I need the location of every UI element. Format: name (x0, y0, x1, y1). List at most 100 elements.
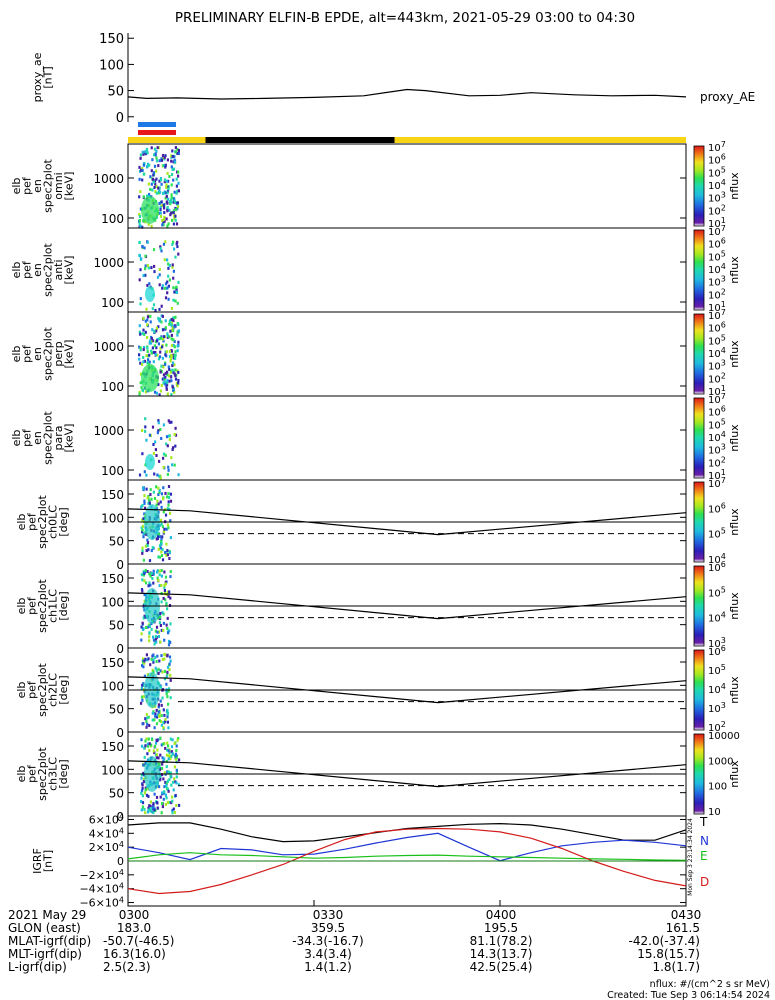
pa_ch3-pixel (173, 765, 176, 769)
spec_para-ylabel-line: spec2plot (41, 411, 54, 465)
pa_ch0-pixel (141, 524, 145, 528)
pa_ch3-pixel (155, 753, 158, 757)
pa_ch1-pixel (158, 569, 161, 573)
footer-value: 195.5 (484, 921, 518, 935)
pa_ch1-pixel (154, 629, 157, 633)
spec_perp-pixel (162, 328, 165, 332)
spec_para-colorbar (693, 397, 705, 479)
spec_para-pixel (158, 459, 161, 463)
pa_ch2-pixel (160, 723, 163, 727)
spec_omni-pixel (166, 206, 169, 209)
spec_omni-pixel (152, 173, 155, 177)
spec_anti-pixel (176, 245, 179, 249)
pa_ch2-pixel (168, 662, 171, 666)
spec_perp-pixel (139, 381, 142, 385)
pa_ch1-pixel (146, 625, 149, 629)
spec_para-pixel (171, 448, 174, 451)
pa_ch3-pixel (142, 763, 145, 767)
spec_perp-ylabel-line: spec2plot (41, 327, 54, 381)
spec_perp-pixel (171, 385, 174, 389)
pa_ch2-pixel (163, 652, 166, 656)
pa_ch2-pixel (158, 719, 161, 723)
spec_para-pixel (154, 440, 157, 444)
pa_ch3-pixel (154, 744, 157, 748)
pa_ch2-pixel (165, 682, 168, 686)
spec_omni-pixel (165, 217, 168, 221)
pa_ch2-pixel (149, 663, 152, 667)
pa_ch0-pixel (161, 548, 164, 552)
spec_omni-pixel (166, 207, 169, 211)
pa_ch2-pixel (158, 714, 161, 718)
spec_omni-pixel (149, 175, 152, 179)
pa_ch2-pixel (150, 657, 153, 661)
pa_ch3-pixel (165, 753, 169, 757)
igrf-ytick-label: 6×104 (89, 812, 124, 826)
pa_ch3-pixel (153, 792, 156, 796)
spec_anti-ylabel-line: elb (10, 262, 23, 279)
footer-value: 0300 (119, 908, 150, 922)
pa_ch1-pixel (164, 582, 167, 586)
spec_anti-pixel (173, 290, 176, 294)
pa_ch3-pixel (161, 762, 164, 766)
spec_omni-pixel (175, 177, 178, 181)
spec_omni-pixel (138, 219, 141, 222)
spec_para-pixel (165, 442, 168, 446)
pa_ch1-pixel (169, 570, 172, 574)
spec_para-pixel (159, 476, 162, 480)
spec_perp-pixel (143, 359, 146, 363)
pa_ch3-pixel (162, 742, 165, 746)
pa_ch1-pixel (158, 573, 161, 577)
pa_ch1-colorbar-label: nflux (728, 592, 741, 620)
pa_ch3-pixel (163, 785, 166, 789)
spec_perp-pixel (158, 319, 161, 323)
pa_ch0-pixel (141, 546, 144, 550)
pa_ch2-pixel (169, 678, 172, 682)
pa_ch1-pixel (163, 570, 166, 574)
pa_ch0-pixel (160, 541, 163, 545)
spec_perp-pixel (170, 349, 173, 352)
pa_ch3-pixel (165, 783, 168, 787)
pa_ch0-ytick-label: 50 (109, 535, 124, 549)
pa_ch3-colorbar-tick: 10000 (708, 731, 740, 742)
pa_ch2-pixel (157, 667, 160, 671)
spec_omni-pixel (173, 199, 176, 203)
footer-value: 14.3(13.7) (470, 947, 533, 961)
spec_perp-pixel (170, 328, 173, 332)
pa_ch2-pixel (168, 655, 172, 659)
spec_omni-pixel (155, 159, 159, 163)
spec_omni-pixel (163, 206, 166, 210)
pa_ch2-pixel (140, 701, 143, 705)
pa_ch0-pixel (140, 526, 143, 530)
pa_ch2-loss-cone-line (127, 676, 687, 704)
spec_omni-pixel (159, 208, 162, 212)
spec_perp-pixel (165, 350, 168, 354)
pa_ch2-pixel (159, 720, 162, 723)
pa_ch3-pixel (178, 758, 181, 762)
pa_ch2-pixel (161, 670, 164, 674)
spec_perp-pixel (171, 316, 175, 320)
pa_ch2-pixel (169, 673, 172, 677)
spec_perp-pixel (148, 360, 151, 364)
pa_ch2-pixel (145, 725, 148, 729)
spec_perp-ytick-label: 100 (101, 380, 124, 394)
pa_ch2-pixel (152, 658, 155, 662)
pa_ch3-pixel (171, 811, 174, 815)
pa_ch3-pixel (168, 751, 171, 755)
spec_perp-pixel (150, 351, 153, 355)
spec_omni-pixel (177, 174, 180, 178)
pa_ch3-pixel (171, 780, 175, 784)
spec_omni-pixel (171, 154, 174, 158)
pa_ch3-pixel (170, 783, 173, 787)
pa_ch1-ytick-label: 50 (109, 619, 124, 633)
spec_anti-pixel (139, 302, 142, 306)
spec_perp-pixel (176, 384, 179, 388)
pa_ch0-pixel (141, 549, 144, 553)
pa_ch1-pixel (140, 638, 143, 642)
spec_perp-pixel (165, 343, 168, 347)
pa_ch2-pixel (148, 724, 151, 727)
pa_ch2-pixel (157, 710, 160, 714)
pa_ch1-pixel (160, 600, 163, 604)
spec_omni-pixel (141, 167, 144, 170)
spec_anti-pixel (171, 243, 174, 246)
pa_ch2-pixel (154, 712, 157, 716)
